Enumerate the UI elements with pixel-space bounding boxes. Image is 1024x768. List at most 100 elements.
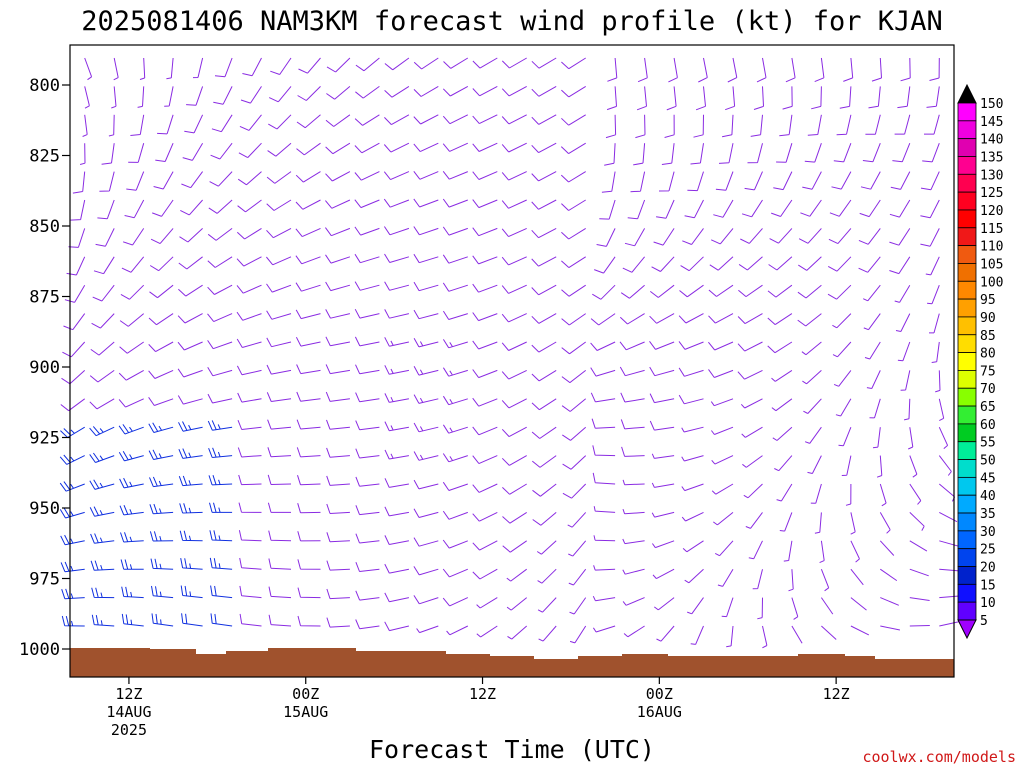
wind-barb — [649, 393, 675, 404]
wind-barb — [442, 568, 468, 578]
wind-barb — [738, 256, 763, 271]
wind-barb — [501, 455, 527, 466]
wind-barb — [61, 588, 85, 600]
wind-barb — [709, 256, 734, 271]
wind-barb — [623, 625, 645, 638]
wind-barb — [832, 313, 852, 329]
wind-barb — [605, 114, 617, 139]
wind-barb — [710, 398, 734, 407]
wind-barb — [664, 114, 675, 138]
wind-barb — [501, 114, 527, 125]
wind-barb — [835, 398, 852, 417]
wind-barb — [236, 227, 262, 240]
wind-barb — [326, 475, 350, 486]
wind-barb — [531, 455, 557, 468]
wind-barb — [924, 114, 940, 135]
wind-barb — [238, 530, 262, 542]
wind-barb — [679, 284, 704, 298]
wind-barb — [84, 57, 93, 81]
wind-barb — [66, 256, 86, 276]
wind-barb — [270, 57, 292, 75]
wind-barb — [413, 394, 439, 404]
wind-barb — [831, 171, 852, 190]
wind-barb — [266, 364, 292, 375]
wind-barb — [531, 227, 557, 239]
wind-barb — [267, 419, 292, 430]
wind-barb — [920, 228, 940, 247]
wind-barb — [894, 284, 911, 303]
wind-barb — [354, 336, 380, 347]
wind-barb — [124, 199, 145, 219]
wind-barb — [737, 369, 763, 380]
wind-barb — [60, 426, 85, 438]
wind-barb — [649, 341, 675, 350]
wind-barb — [843, 57, 854, 82]
wind-barb — [384, 114, 410, 126]
wind-barb — [413, 508, 439, 518]
wind-barb — [622, 508, 645, 515]
wind-barb — [531, 398, 557, 411]
wind-barb — [811, 86, 822, 110]
wind-barb — [268, 586, 292, 599]
wind-barb — [791, 597, 799, 620]
wind-barb — [656, 199, 675, 219]
wind-barb — [295, 171, 321, 183]
wind-barb — [355, 562, 380, 572]
wind-barb — [207, 366, 233, 377]
wind-barb — [900, 57, 911, 82]
wind-barb — [652, 568, 675, 580]
wind-barb — [207, 393, 233, 404]
wind-barb — [501, 171, 527, 181]
wind-barb — [627, 199, 646, 220]
wind-barb — [850, 597, 867, 611]
wind-barb — [128, 143, 145, 163]
wind-barb — [413, 479, 439, 490]
wind-barb — [446, 625, 469, 636]
wind-barb — [239, 613, 262, 627]
x-tick-label: 12Z — [469, 685, 496, 703]
x-tick-label: 00Z — [646, 685, 673, 703]
wind-barb — [827, 256, 852, 272]
wind-barb — [59, 454, 85, 465]
wind-barb — [82, 114, 88, 137]
wind-barb — [266, 227, 292, 239]
wind-barb — [89, 398, 115, 410]
wind-barb — [148, 369, 174, 379]
wind-barb — [181, 171, 204, 189]
wind-barb — [506, 568, 527, 582]
wind-barb — [619, 313, 645, 325]
wind-barb — [326, 57, 351, 73]
wind-barb — [442, 170, 468, 180]
wind-barb — [776, 483, 793, 502]
wind-barb — [531, 284, 557, 296]
colorbar-swatch — [957, 601, 977, 621]
wind-barb — [501, 199, 527, 209]
wind-barb — [354, 114, 380, 126]
wind-barb — [79, 143, 86, 165]
wind-barb — [151, 585, 174, 599]
colorbar-label: 90 — [980, 311, 996, 326]
wind-barb — [59, 508, 85, 519]
wind-barb — [472, 369, 498, 379]
wind-barb — [801, 341, 822, 356]
wind-barb — [121, 256, 145, 273]
wind-barb — [442, 367, 468, 377]
wind-barb — [90, 533, 115, 544]
wind-barb — [296, 419, 321, 430]
wind-barb — [606, 86, 617, 111]
wind-barb — [561, 114, 586, 126]
wind-barb — [619, 341, 645, 351]
colorbar-label: 20 — [980, 561, 996, 576]
wind-barb — [413, 595, 439, 605]
wind-barb — [651, 540, 675, 549]
wind-barb — [876, 455, 883, 478]
wind-barb — [182, 142, 204, 161]
wind-barb — [207, 340, 233, 350]
wind-barb — [91, 614, 115, 627]
wind-barb — [91, 587, 115, 599]
wind-barb — [622, 597, 645, 606]
wind-barb — [325, 309, 351, 319]
wind-barb — [601, 171, 616, 193]
wind-barb — [879, 540, 895, 556]
